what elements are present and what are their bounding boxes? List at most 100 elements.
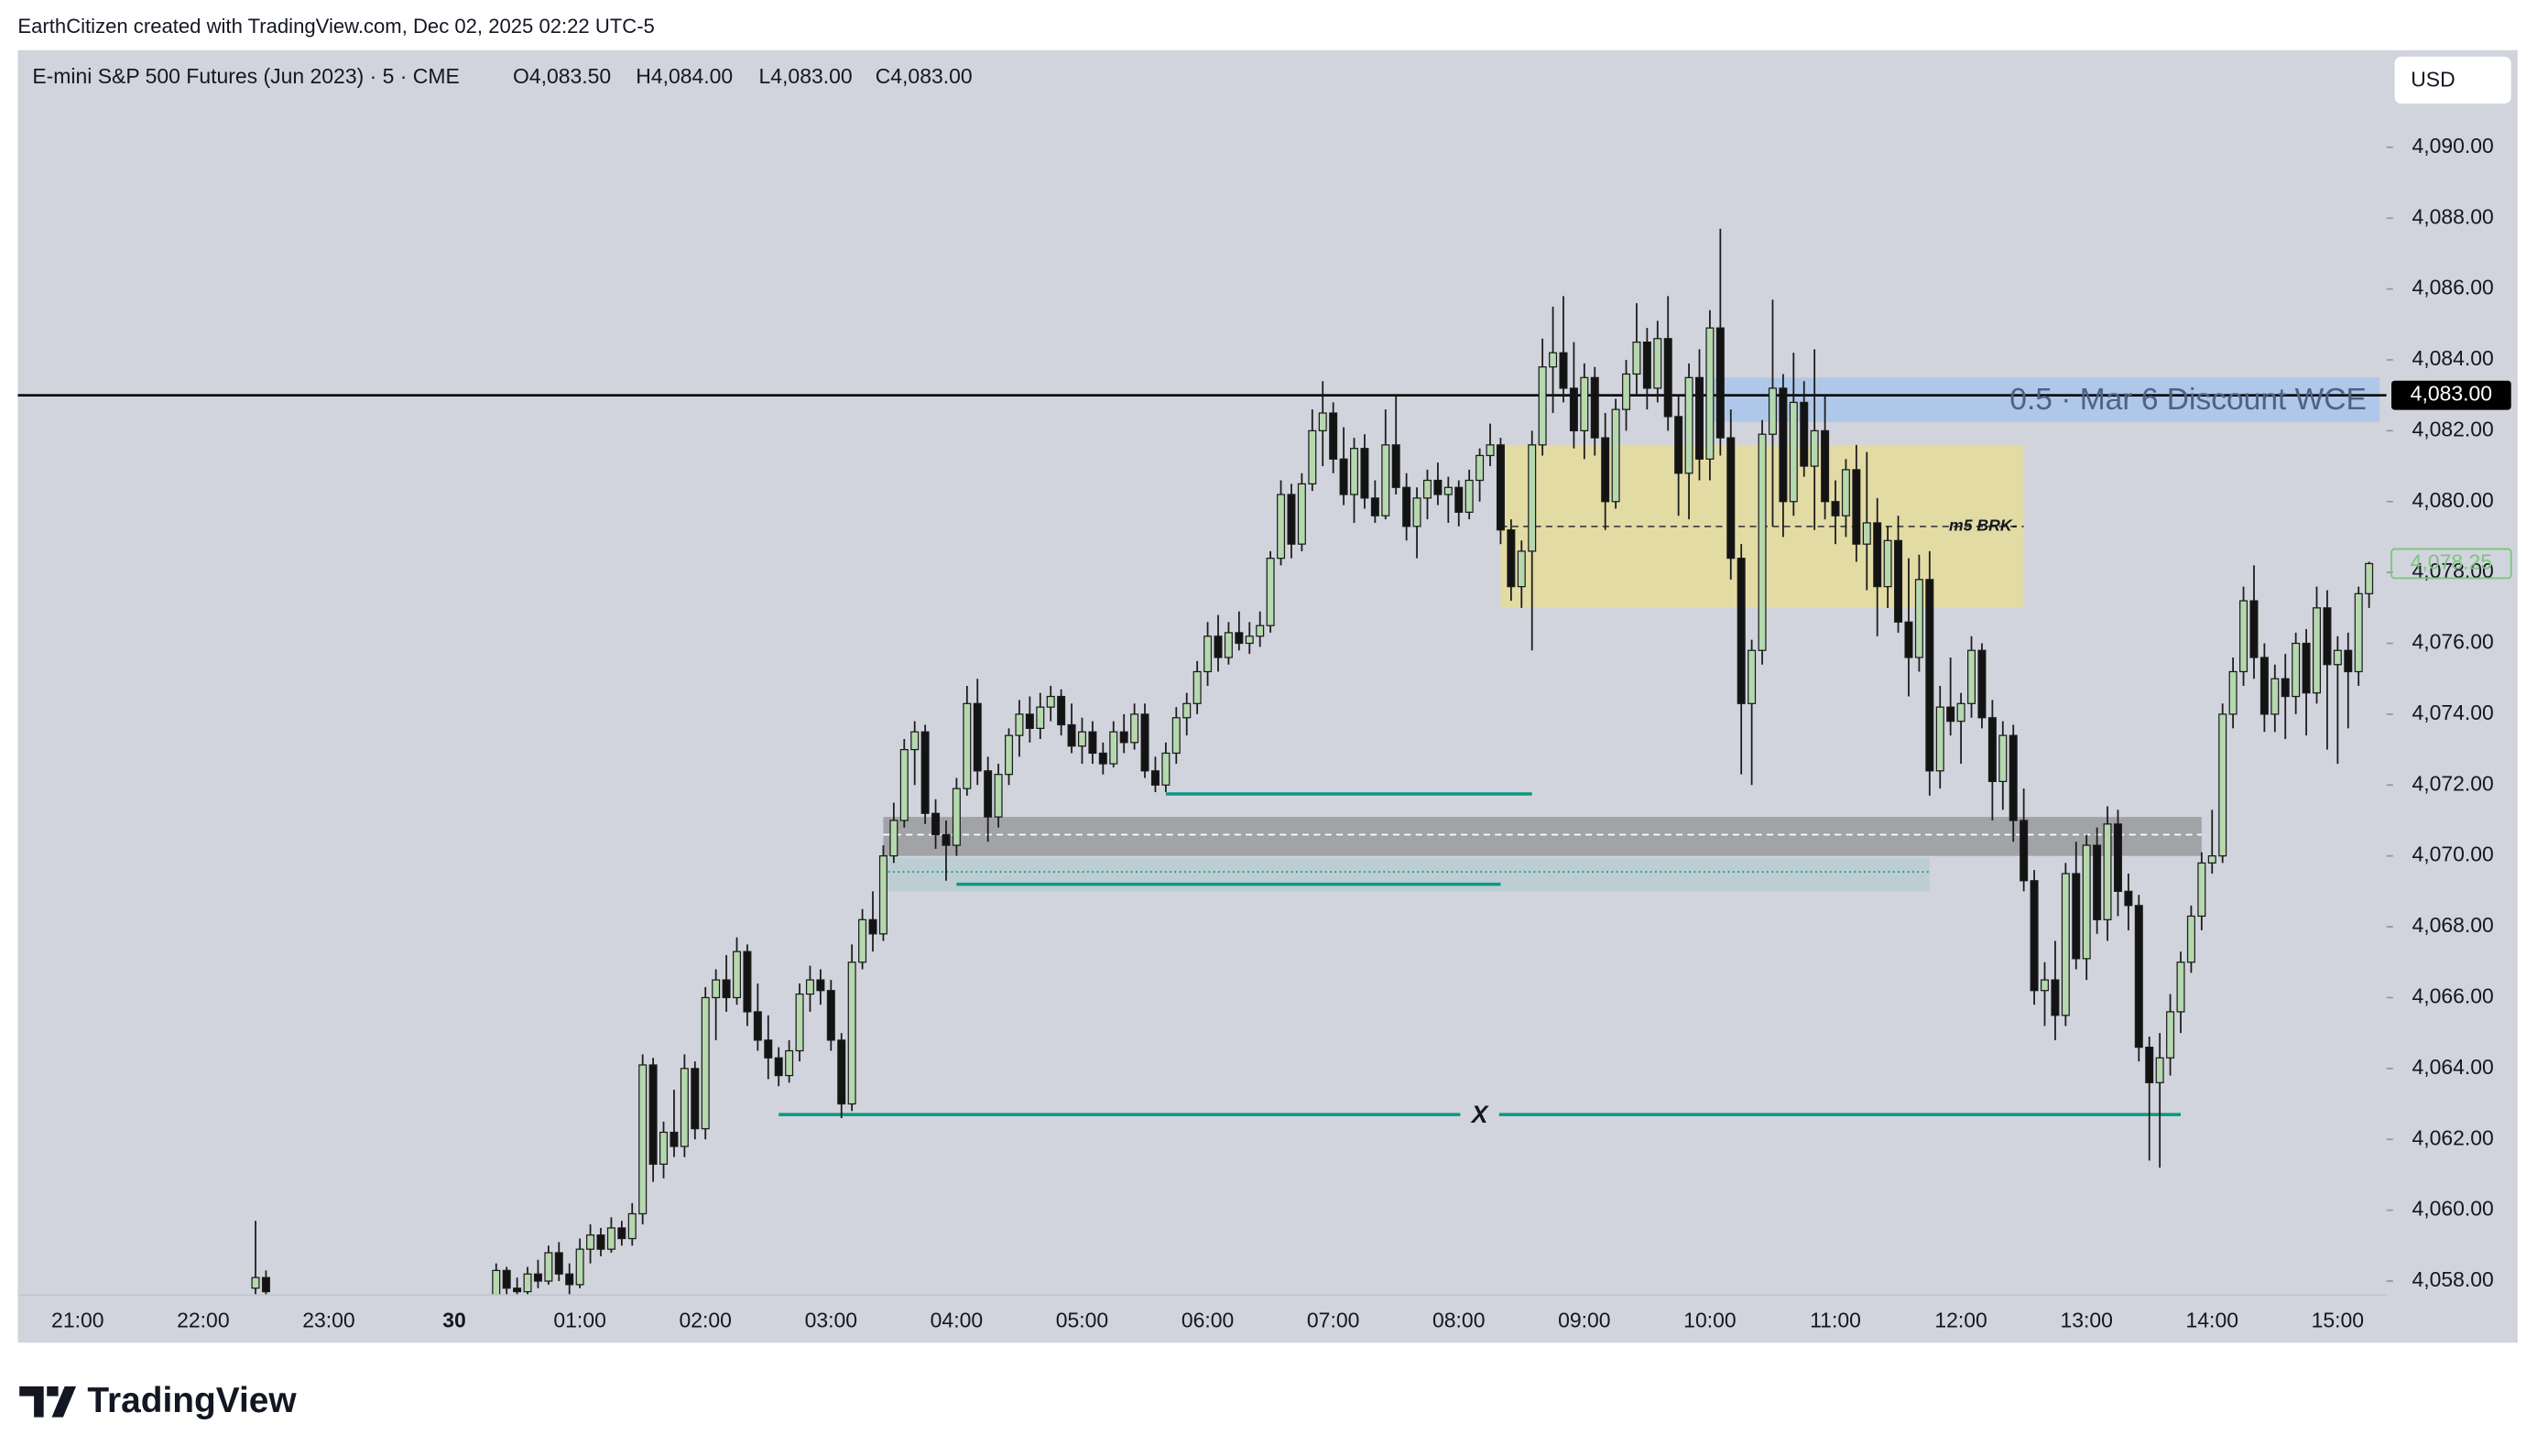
- candle-body: [1517, 550, 1526, 588]
- candle-body: [1789, 401, 1798, 503]
- candle-body: [1443, 486, 1453, 495]
- candle-body: [1161, 752, 1171, 786]
- y-tick-label: 4,086.00: [2412, 276, 2493, 299]
- last-price-box: [2390, 548, 2512, 580]
- candle-body: [1192, 670, 1202, 704]
- candle-body: [691, 1068, 700, 1130]
- candle-body: [2155, 1057, 2164, 1083]
- candle-body: [1821, 429, 1830, 503]
- candle-body: [2145, 1046, 2154, 1083]
- candle-body: [1559, 352, 1568, 389]
- x-tick-label: 01:00: [553, 1308, 605, 1331]
- candle-body: [942, 833, 951, 846]
- candle-body: [1580, 376, 1589, 431]
- candle-body: [2292, 642, 2301, 698]
- candle-body: [837, 1039, 846, 1105]
- candle-body: [1350, 448, 1359, 495]
- candle-body: [2009, 734, 2018, 821]
- candle-body: [1674, 416, 1683, 474]
- candle-body: [1088, 731, 1097, 755]
- y-tick-label: 4,082.00: [2412, 417, 2493, 440]
- candle-body: [1946, 706, 1955, 723]
- candle-body: [1632, 342, 1641, 375]
- candle-body: [2313, 607, 2322, 694]
- candle-body: [2030, 880, 2039, 992]
- legend-high: H4,084.00: [636, 64, 733, 88]
- candle-body: [554, 1252, 563, 1275]
- candle-body: [1894, 539, 1903, 623]
- line-label: X: [1470, 1101, 1489, 1128]
- candle-body: [1318, 412, 1327, 431]
- y-tick-label: 4,090.00: [2412, 134, 2493, 158]
- zone: [1709, 377, 2380, 422]
- candle-body: [1810, 429, 1819, 467]
- candle-body: [712, 979, 721, 999]
- candle-body: [1496, 444, 1505, 531]
- candle-body: [565, 1273, 574, 1286]
- candle-body: [931, 812, 941, 836]
- candle-body: [533, 1273, 542, 1282]
- legend-close: C4,083.00: [876, 64, 973, 88]
- candle-body: [858, 918, 867, 963]
- candle-body: [2197, 862, 2206, 918]
- candle-body: [1454, 486, 1464, 513]
- candle-body: [1475, 454, 1485, 482]
- symbol: E-mini S&P 500 Futures (Jun 2023) · 5 · …: [32, 64, 459, 88]
- x-tick-label: 13:00: [2060, 1308, 2112, 1331]
- candle-body: [1694, 376, 1704, 460]
- candle-body: [1800, 401, 1809, 467]
- candle-body: [2218, 713, 2227, 857]
- candle-body: [2093, 844, 2102, 920]
- candle-body: [1402, 486, 1411, 527]
- candle-body: [878, 855, 887, 935]
- candle-body: [1370, 497, 1379, 516]
- candle-body: [1758, 433, 1767, 651]
- candle-body: [1057, 695, 1066, 726]
- candle-body: [2103, 823, 2112, 920]
- y-tick-label: 4,066.00: [2412, 984, 2493, 1008]
- candle-body: [1841, 469, 1850, 516]
- candle-body: [1705, 327, 1715, 460]
- candle-body: [1025, 713, 1034, 729]
- candle-body: [638, 1064, 648, 1215]
- y-tick-label: 4,088.00: [2412, 204, 2493, 228]
- currency[interactable]: USD: [2411, 67, 2455, 91]
- candle-body: [889, 820, 898, 857]
- candle-body: [2207, 855, 2216, 864]
- candle-body: [1914, 579, 1923, 658]
- candle-body: [2354, 592, 2363, 673]
- candle-body: [1046, 695, 1055, 708]
- candle-body: [2259, 657, 2269, 715]
- x-tick-label: 06:00: [1181, 1308, 1234, 1331]
- candle-body: [2239, 600, 2248, 673]
- candle-body: [1266, 558, 1275, 626]
- candle-body: [680, 1068, 689, 1147]
- candle-body: [2061, 873, 2070, 1016]
- candle-body: [1779, 387, 1788, 503]
- candle-body: [1412, 497, 1421, 527]
- candle-body: [1715, 327, 1725, 439]
- candle-body: [523, 1273, 532, 1293]
- last-price-label: 4,078.25: [2411, 550, 2492, 574]
- candle-body: [1433, 479, 1443, 495]
- candle-body: [1381, 444, 1390, 516]
- logo: TradingView: [19, 1381, 297, 1420]
- candle-body: [805, 979, 814, 995]
- x-tick-label: 11:00: [1810, 1308, 1861, 1331]
- candle-body: [1663, 338, 1672, 418]
- candle-body: [606, 1227, 615, 1250]
- x-tick-label: 09:00: [1558, 1308, 1610, 1331]
- x-tick-label: 05:00: [1056, 1308, 1108, 1331]
- candle-body: [920, 731, 930, 814]
- candle-body: [1015, 713, 1024, 736]
- candle-body: [1998, 734, 2008, 783]
- legend-low: L4,083.00: [759, 64, 853, 88]
- candle-body: [1883, 539, 1892, 588]
- currency-button[interactable]: [2394, 56, 2511, 104]
- y-tick-label: 4,064.00: [2412, 1055, 2493, 1079]
- y-tick-label: 4,062.00: [2412, 1125, 2493, 1149]
- candle-body: [1852, 469, 1861, 545]
- candle-body: [952, 788, 961, 846]
- candle-body: [722, 979, 731, 999]
